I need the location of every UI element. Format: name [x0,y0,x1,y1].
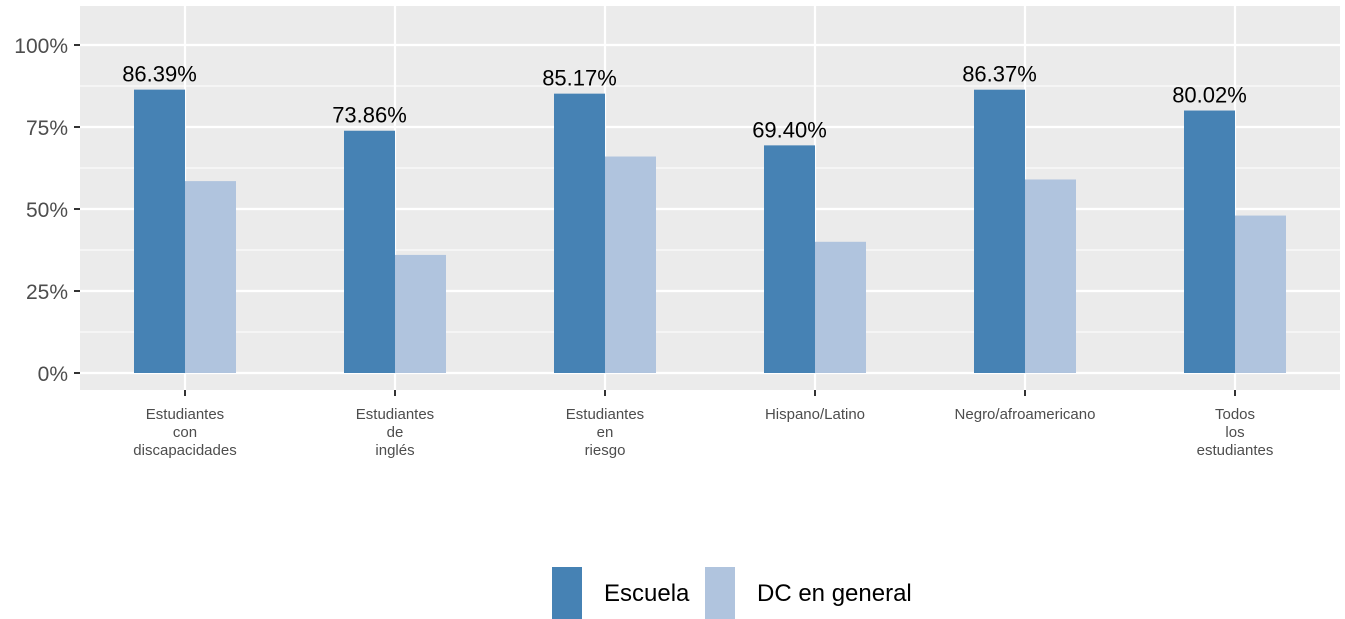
bar-dc-en-general [605,156,656,373]
legend-key-dc-en-general [705,567,735,619]
x-tick-label-line: Estudiantes [146,406,224,423]
x-tick-label: Estudiantes de inglés [356,406,434,459]
bars [134,89,1286,374]
x-tick-label: Negro/afroamericano [955,406,1096,423]
bar-dc-en-general [1025,179,1076,373]
x-tick-label-line: en [597,424,614,441]
minor-gridlines [80,85,1340,333]
y-tick-label: 75% [26,117,68,140]
bar-dc-en-general [815,241,866,373]
x-tick-label-line: estudiantes [1197,442,1274,459]
x-tick-label-line: Estudiantes [356,406,434,423]
data-labels: 86.39% 73.86% 85.17% 69.40% 86.37% 80.02% [122,62,1247,143]
x-tick-label-line: Todos [1215,406,1255,423]
bar-escuela [554,93,605,374]
x-tick-label: Estudiantes con discapacidades [133,406,236,459]
plot-panel [80,6,1340,390]
data-label: 85.17% [542,66,617,91]
y-tick-label: 25% [26,281,68,304]
bar-dc-en-general [1235,215,1286,373]
y-tick-label: 50% [26,199,68,222]
data-label: 80.02% [1172,83,1247,108]
x-tick-label: Todos los estudiantes [1197,406,1274,459]
legend-label: DC en general [757,580,912,607]
x-tick-label-line: riesgo [585,442,626,459]
x-tick-label-line: con [173,424,197,441]
x-tick-label-line: inglés [375,442,414,459]
bar-escuela [134,89,185,373]
x-tick-label-line: discapacidades [133,442,236,459]
y-tick-label: 0% [38,363,68,386]
data-label: 69.40% [752,117,827,142]
data-label: 73.86% [332,103,407,128]
data-label: 86.39% [122,62,197,87]
bar-dc-en-general [185,181,236,373]
x-tick-label: Hispano/Latino [765,406,865,423]
x-tick-label-line: de [387,424,404,441]
legend: Escuela DC en general [552,567,912,619]
x-tick-label: Estudiantes en riesgo [566,406,644,459]
bar-escuela [344,130,395,373]
bar-escuela [764,145,815,373]
bar-escuela [1184,110,1235,374]
x-tick-label-line: Hispano/Latino [765,406,865,423]
x-tick-label-line: los [1225,424,1244,441]
data-label: 86.37% [962,62,1037,87]
x-tick-label-line: Negro/afroamericano [955,406,1096,423]
x-tick-label-line: Estudiantes [566,406,644,423]
legend-label: Escuela [604,580,690,607]
bar-dc-en-general [395,254,446,373]
y-axis: 0% 25% 50% 75% 100% [14,35,80,386]
bar-escuela [974,89,1025,374]
y-tick-label: 100% [14,35,68,58]
legend-key-escuela [552,567,582,619]
